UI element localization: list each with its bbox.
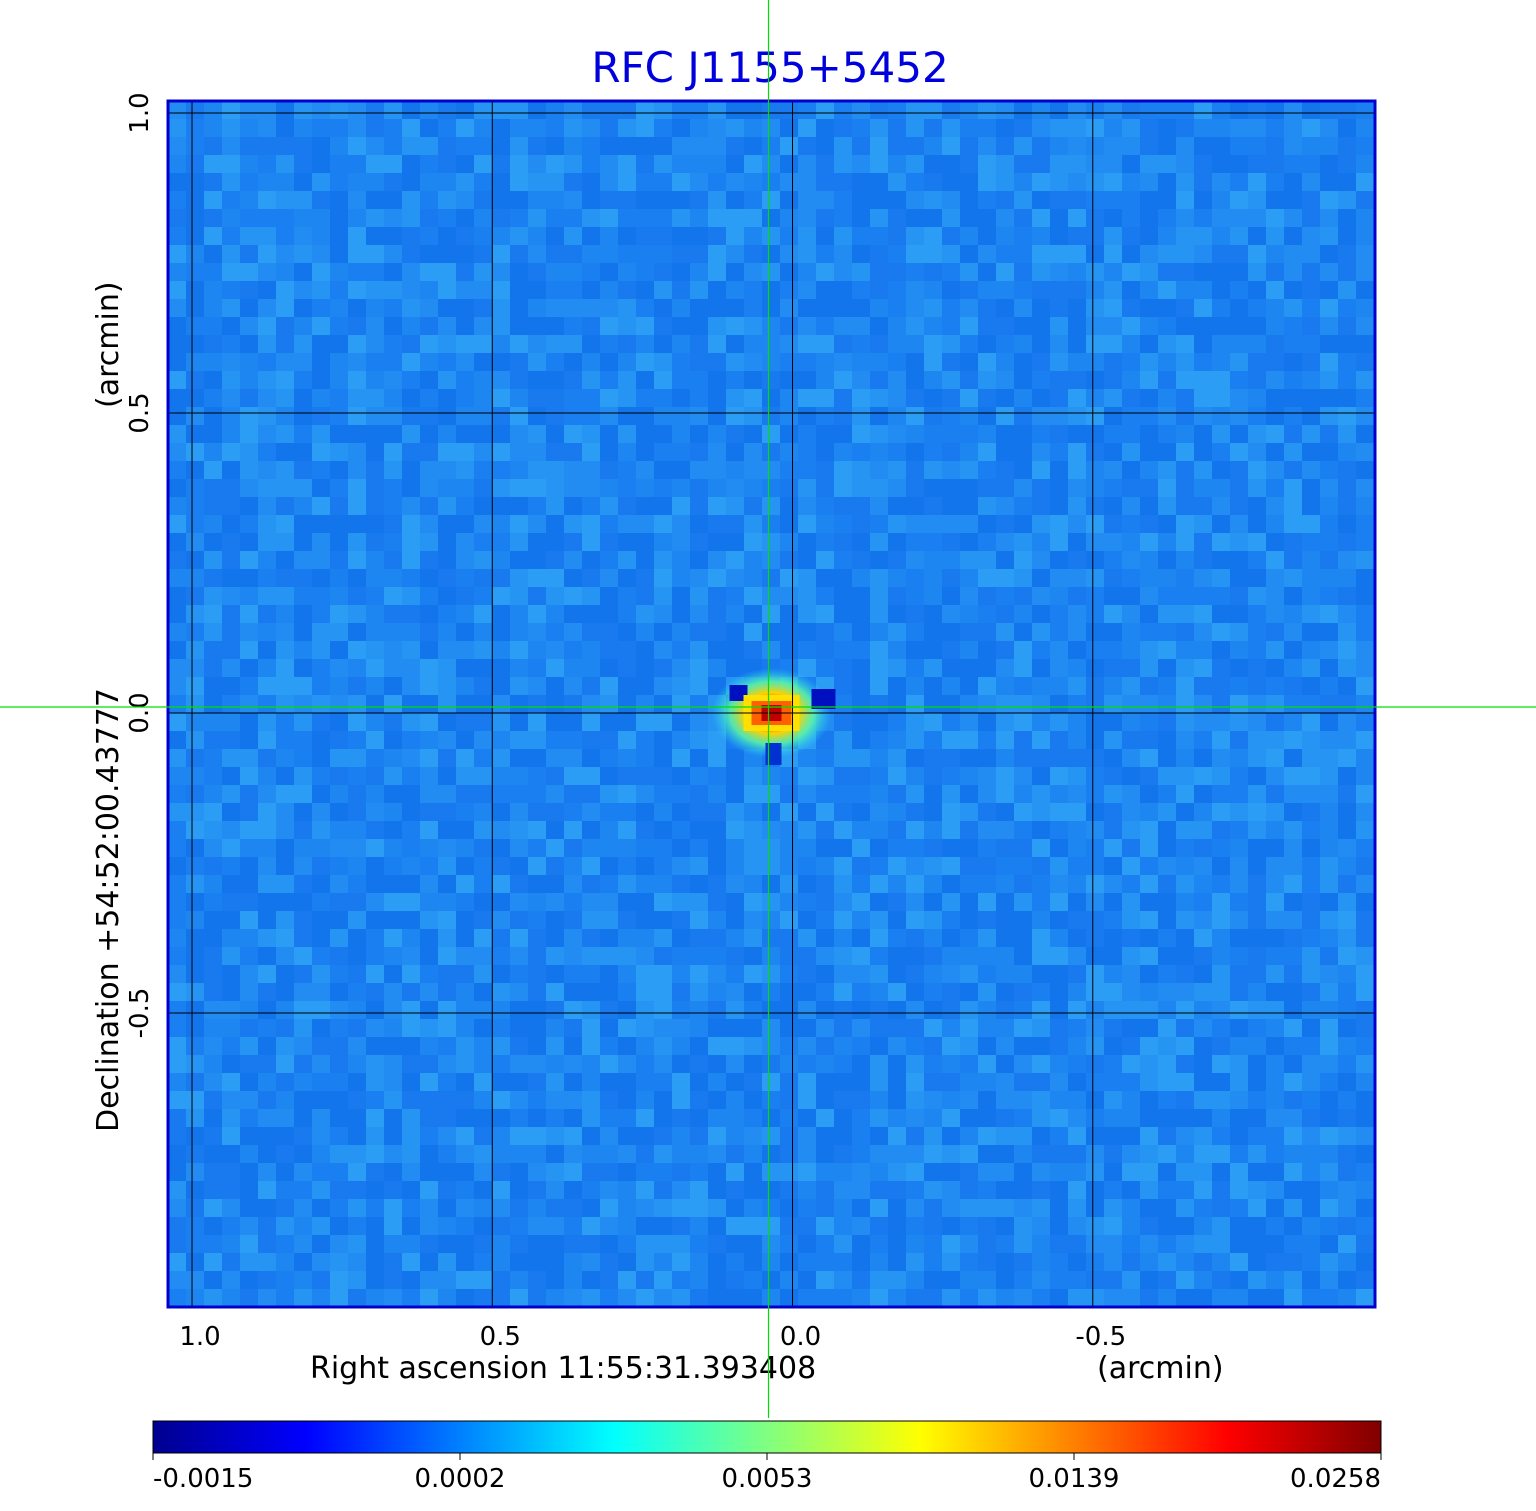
colorbar-ticks: -0.0015 0.0002 0.0053 0.0139 0.0258 (152, 1453, 1382, 1494)
y-axis-unit: (arcmin) (91, 281, 126, 408)
x-axis-label: Right ascension 11:55:31.393408 (310, 1351, 816, 1386)
chart-title: RFC J1155+5452 (591, 43, 948, 92)
noise-texture (168, 101, 1375, 1307)
grid-lines (168, 101, 1375, 1307)
x-tick-label: 0.0 (780, 1322, 821, 1352)
radio-source (711, 668, 836, 765)
crosshair (0, 0, 1536, 1418)
colorbar: -0.0015 0.0002 0.0053 0.0139 0.0258 (152, 1420, 1382, 1494)
x-tick-label: 0.5 (480, 1322, 521, 1352)
negative-lobe (765, 743, 782, 765)
colorbar-tick-label: 0.0258 (1290, 1464, 1381, 1494)
x-tick-label: 1.0 (179, 1322, 220, 1352)
y-tick-label: 0.5 (125, 392, 155, 433)
y-tick-label: 0.0 (125, 692, 155, 733)
colorbar-tick-label: 0.0053 (722, 1464, 813, 1494)
y-tick-label: 1.0 (125, 92, 155, 133)
y-tick-label: -0.5 (125, 988, 155, 1039)
plot-area (166, 99, 1377, 1309)
colorbar-tick-label: -0.0015 (153, 1464, 253, 1494)
colorbar-gradient (152, 1420, 1382, 1454)
x-tick-label: -0.5 (1075, 1322, 1126, 1352)
y-axis-label: Declination +54:52:00.43777 (91, 688, 126, 1132)
negative-lobe (729, 685, 748, 701)
plot-frame (166, 99, 1377, 1309)
y-tick-labels: 1.0 0.5 0.0 -0.5 (125, 92, 155, 1038)
colorbar-tick-label: 0.0002 (415, 1464, 506, 1494)
x-axis-unit: (arcmin) (1097, 1351, 1224, 1386)
negative-lobe (811, 689, 836, 709)
x-tick-labels: 1.0 0.5 0.0 -0.5 (179, 1322, 1126, 1352)
colorbar-tick-label: 0.0139 (1029, 1464, 1120, 1494)
